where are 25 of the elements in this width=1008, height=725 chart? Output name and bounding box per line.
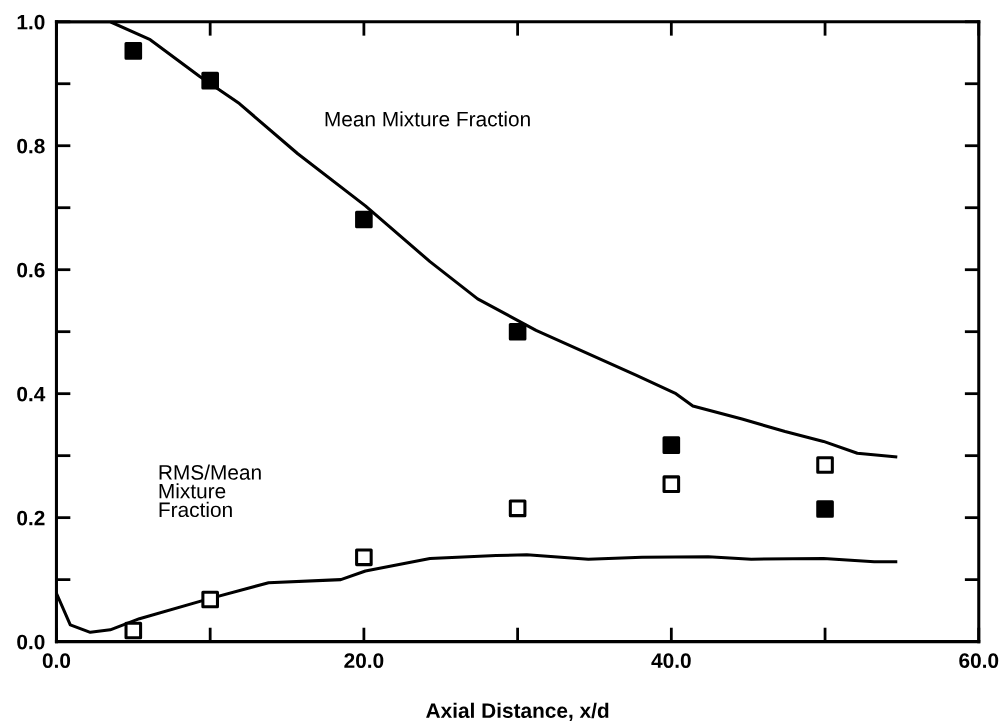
x-tick-label: 0.0 bbox=[42, 653, 71, 669]
x-tick-label: 60.0 bbox=[959, 653, 999, 669]
point bbox=[508, 322, 527, 341]
point bbox=[124, 621, 143, 640]
point bbox=[662, 436, 681, 454]
point bbox=[355, 210, 373, 229]
x-tick-label: 20.0 bbox=[344, 653, 384, 669]
point bbox=[816, 456, 834, 474]
point bbox=[201, 71, 219, 90]
y-tick-label: 1.0 bbox=[17, 14, 45, 30]
point bbox=[355, 548, 373, 567]
x-axis-title: Axial Distance, x/d bbox=[426, 702, 609, 722]
y-tick-label: 0.2 bbox=[17, 510, 45, 526]
y-tick-label: 0.6 bbox=[17, 262, 45, 278]
point bbox=[124, 42, 143, 60]
annotation: Mean Mixture Fraction bbox=[325, 111, 530, 127]
y-tick-label: 0.8 bbox=[17, 138, 45, 154]
point bbox=[508, 499, 527, 518]
point bbox=[662, 475, 681, 493]
y-tick-label: 0.4 bbox=[17, 386, 46, 402]
annotation: RMS/Mean Mixture Fraction bbox=[159, 464, 261, 518]
point bbox=[201, 590, 219, 609]
x-tick-label: 40.0 bbox=[651, 653, 691, 669]
y-tick-label: 0.0 bbox=[17, 634, 45, 650]
point bbox=[816, 500, 834, 518]
